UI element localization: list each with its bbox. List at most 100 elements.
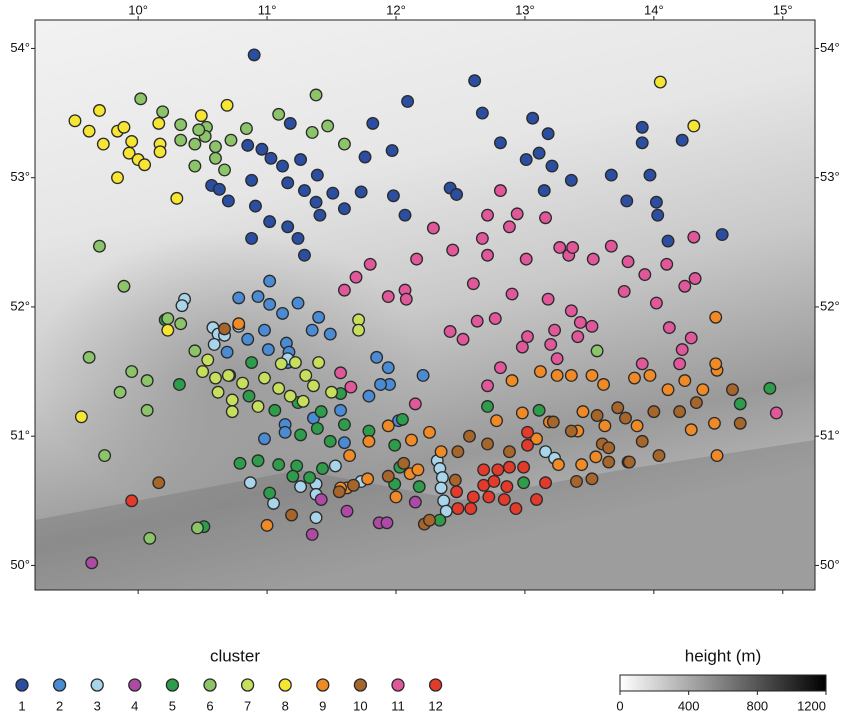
data-point	[221, 100, 233, 112]
y-tick-label: 51°	[820, 428, 840, 443]
data-point	[501, 481, 513, 493]
data-point	[520, 154, 532, 166]
data-point	[551, 353, 563, 365]
legend-marker	[129, 679, 141, 691]
data-point	[264, 299, 276, 311]
data-point	[69, 115, 81, 127]
data-point	[498, 494, 510, 506]
data-point	[174, 379, 186, 391]
data-point	[676, 344, 688, 356]
data-point	[175, 134, 187, 146]
data-point	[363, 390, 375, 402]
legend-marker	[91, 679, 103, 691]
legend-label: 3	[94, 698, 101, 713]
data-point	[225, 134, 237, 146]
data-point	[631, 420, 643, 432]
data-point	[531, 494, 543, 506]
data-point	[468, 278, 480, 290]
data-point	[491, 415, 503, 427]
x-tick-label: 12°	[386, 2, 406, 17]
data-point	[139, 159, 151, 171]
data-point	[576, 459, 588, 471]
data-point	[482, 209, 494, 221]
y-tick-label: 52°	[10, 298, 30, 313]
data-point	[364, 258, 376, 270]
data-point	[518, 477, 530, 489]
data-point	[411, 253, 423, 265]
data-point	[341, 505, 353, 517]
data-point	[144, 532, 156, 544]
data-point	[457, 333, 469, 345]
data-point	[538, 185, 550, 197]
data-point	[210, 372, 222, 384]
legend-marker	[354, 679, 366, 691]
data-point	[339, 138, 351, 150]
legend-title: cluster	[210, 646, 260, 665]
data-point	[711, 450, 723, 462]
legend-label: 10	[353, 698, 367, 713]
data-point	[381, 517, 393, 529]
data-point	[273, 109, 285, 121]
data-point	[522, 439, 534, 451]
data-point	[390, 491, 402, 503]
data-point	[522, 427, 534, 439]
data-point	[264, 487, 276, 499]
data-point	[428, 222, 440, 234]
data-point	[197, 366, 209, 378]
data-point	[495, 137, 507, 149]
data-point	[367, 118, 379, 130]
y-tick-label: 54°	[10, 40, 30, 55]
data-point	[734, 417, 746, 429]
data-point	[382, 420, 394, 432]
data-point	[572, 331, 584, 343]
data-point	[386, 145, 398, 157]
data-point	[591, 345, 603, 357]
data-point	[587, 253, 599, 265]
data-point	[350, 271, 362, 283]
data-point	[112, 172, 124, 184]
data-point	[644, 370, 656, 382]
data-point	[212, 386, 224, 398]
data-point	[468, 491, 480, 503]
data-point	[314, 209, 326, 221]
legend-label: 7	[244, 698, 251, 713]
data-point	[83, 352, 95, 364]
data-point	[511, 208, 523, 220]
data-point	[295, 154, 307, 166]
data-point	[310, 196, 322, 208]
data-point	[330, 460, 342, 472]
data-point	[189, 160, 201, 172]
data-point	[621, 195, 633, 207]
data-point	[315, 406, 327, 418]
data-point	[566, 425, 578, 437]
data-point	[333, 486, 345, 498]
x-tick-label: 15°	[773, 2, 793, 17]
data-point	[545, 339, 557, 351]
data-point	[248, 49, 260, 61]
data-point	[504, 461, 516, 473]
data-point	[651, 297, 663, 309]
x-tick-label: 11°	[258, 2, 277, 17]
data-point	[162, 313, 174, 325]
data-point	[210, 152, 222, 164]
data-point	[335, 405, 347, 417]
data-point	[313, 357, 325, 369]
data-point	[118, 121, 130, 133]
data-point	[273, 459, 285, 471]
x-tick-label: 10°	[128, 2, 148, 17]
data-point	[175, 318, 187, 330]
data-point	[256, 143, 268, 155]
data-point	[697, 384, 709, 396]
data-point	[299, 249, 311, 261]
data-point	[252, 291, 264, 303]
data-point	[636, 358, 648, 370]
data-point	[603, 442, 615, 454]
data-point	[290, 357, 302, 369]
data-point	[324, 436, 336, 448]
data-point	[402, 96, 414, 108]
data-point	[591, 410, 603, 422]
data-point	[339, 419, 351, 431]
data-point	[410, 398, 422, 410]
legend-marker	[54, 679, 66, 691]
data-point	[477, 107, 489, 119]
